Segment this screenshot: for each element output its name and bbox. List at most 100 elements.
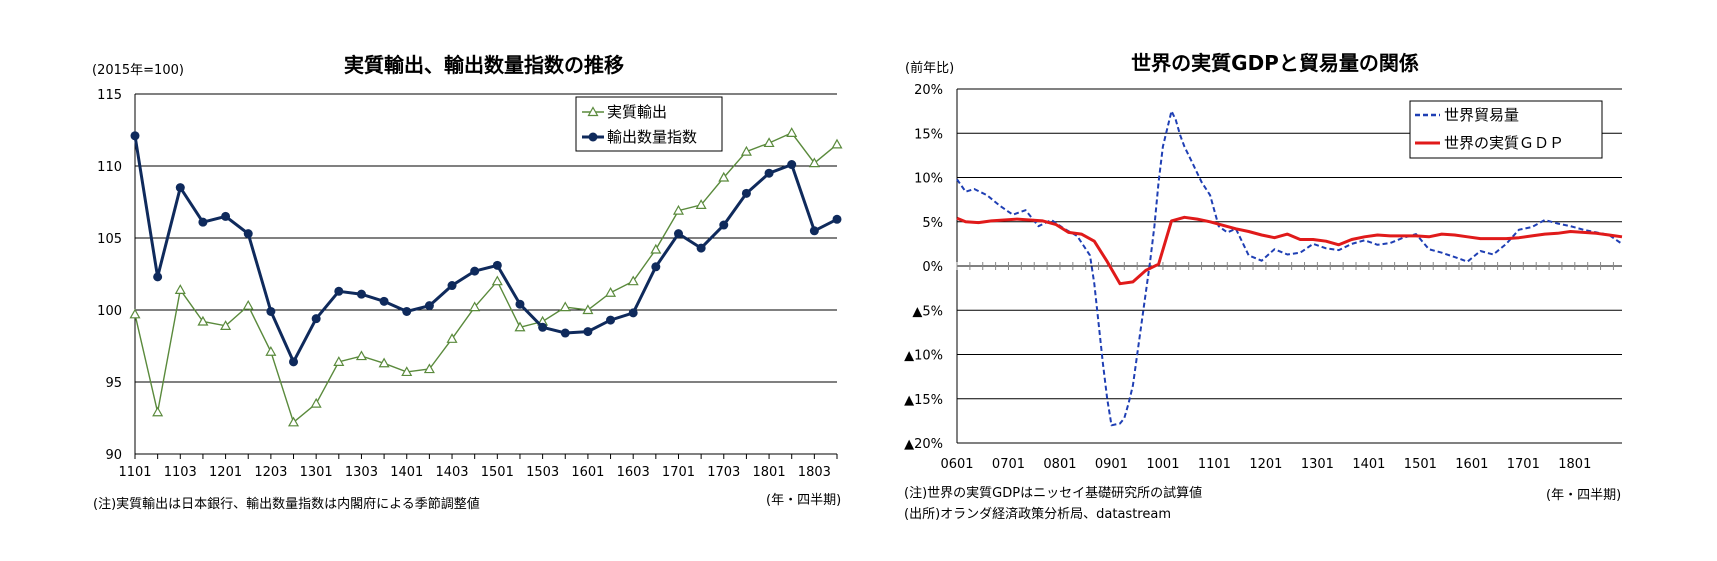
left-point-1 bbox=[423, 363, 435, 374]
left-point-1 bbox=[129, 308, 141, 319]
right-chart-note-2: (出所)オランダ経済政策分析局、datastream bbox=[904, 506, 1171, 522]
right-x-tick-label: 1501 bbox=[1404, 457, 1437, 472]
left-point-1 bbox=[310, 397, 322, 408]
left-point-1 bbox=[220, 320, 232, 330]
right-y-tick-label: 15% bbox=[914, 127, 943, 142]
left-chart-unit-label: (2015年=100) bbox=[92, 63, 184, 78]
right-x-tick-label: 0801 bbox=[1043, 457, 1076, 472]
right-series-line-2 bbox=[956, 215, 1623, 286]
left-point-2 bbox=[696, 243, 706, 253]
left-point-2 bbox=[515, 299, 525, 309]
left-point-2 bbox=[311, 314, 321, 324]
left-y-tick-labels: 90 95 100 105 110 115 bbox=[97, 88, 122, 463]
right-legend-label-1: 世界貿易量 bbox=[1444, 106, 1519, 124]
left-x-tick-label: 1703 bbox=[707, 465, 740, 480]
left-point-1 bbox=[605, 286, 617, 297]
left-point-1 bbox=[197, 315, 209, 326]
left-x-tick-label: 1201 bbox=[209, 465, 242, 480]
left-point-1 bbox=[672, 204, 685, 215]
right-series-line-1 bbox=[956, 110, 1623, 427]
left-point-2 bbox=[221, 211, 231, 221]
left-point-2 bbox=[379, 296, 389, 306]
left-point-1 bbox=[559, 301, 571, 312]
right-x-tick-label: 0701 bbox=[992, 457, 1025, 472]
left-chart-note: (注)実質輸出は日本銀行、輸出数量指数は内閣府による季節調整値 bbox=[93, 496, 480, 512]
left-point-2 bbox=[356, 289, 366, 299]
left-point-2 bbox=[470, 266, 480, 276]
left-point-2 bbox=[606, 315, 616, 325]
left-x-tick-label: 1603 bbox=[617, 465, 650, 480]
right-chart-x-unit: (年・四半期) bbox=[1546, 488, 1621, 503]
left-y-tick-label: 110 bbox=[97, 160, 122, 175]
right-x-tick-label: 1301 bbox=[1301, 457, 1334, 472]
left-series-line-1 bbox=[134, 132, 838, 424]
left-point-2 bbox=[628, 308, 638, 318]
left-x-tick-label: 1103 bbox=[164, 465, 197, 480]
left-point-1 bbox=[469, 301, 481, 312]
left-point-2 bbox=[175, 183, 185, 193]
right-chart-title: 世界の実質GDPと貿易量の関係 bbox=[1131, 51, 1419, 75]
left-legend-marker-2 bbox=[588, 132, 598, 142]
left-point-1 bbox=[627, 275, 639, 286]
left-y-tick-label: 115 bbox=[97, 88, 122, 103]
left-legend-label-1: 実質輸出 bbox=[607, 103, 667, 121]
left-point-1 bbox=[582, 304, 594, 315]
left-point-2 bbox=[266, 306, 276, 316]
left-y-tick-label: 100 bbox=[97, 304, 122, 319]
right-x-tick-label: 1101 bbox=[1198, 457, 1231, 472]
left-point-1 bbox=[514, 321, 526, 332]
left-point-1 bbox=[242, 299, 254, 310]
left-chart-title: 実質輸出、輸出数量指数の推移 bbox=[344, 53, 624, 77]
left-x-tick-label: 1601 bbox=[571, 465, 604, 480]
left-point-1 bbox=[718, 171, 730, 182]
left-chart: 実質輸出、輸出数量指数の推移 (2015年=100) 90 95 100 105 110… bbox=[92, 53, 843, 512]
left-x-tick-label: 1803 bbox=[798, 465, 831, 480]
left-point-1 bbox=[808, 157, 820, 168]
left-x-tick-label: 1301 bbox=[300, 465, 333, 480]
left-point-2 bbox=[787, 160, 797, 170]
right-x-tick-label: 1001 bbox=[1146, 457, 1179, 472]
left-point-1 bbox=[491, 275, 503, 286]
left-point-2 bbox=[832, 214, 842, 224]
right-x-tick-label: 0901 bbox=[1095, 457, 1128, 472]
left-y-tick-label: 95 bbox=[105, 376, 122, 391]
right-x-tick-label: 1801 bbox=[1558, 457, 1591, 472]
left-point-1 bbox=[650, 243, 662, 254]
right-y-tick-label: ▲5% bbox=[912, 304, 943, 319]
left-point-2 bbox=[673, 229, 683, 239]
right-chart-unit-label: (前年比) bbox=[905, 60, 954, 76]
left-legend: 実質輸出 輸出数量指数 bbox=[575, 96, 723, 152]
left-point-1 bbox=[695, 199, 707, 209]
left-point-1 bbox=[446, 333, 458, 343]
left-x-tick-label: 1101 bbox=[118, 465, 151, 480]
left-series-line-2 bbox=[133, 135, 838, 366]
left-point-2 bbox=[719, 220, 729, 230]
left-point-2 bbox=[538, 322, 548, 332]
left-point-2 bbox=[334, 286, 344, 296]
left-x-tick-labels: 1101 1103 1201 1203 1301 1303 1401 1403 1501 1503… bbox=[118, 465, 830, 480]
left-x-tick-label: 1503 bbox=[526, 465, 559, 480]
left-x-tick-label: 1203 bbox=[254, 465, 287, 480]
left-series bbox=[129, 127, 843, 427]
right-chart: 世界の実質GDPと貿易量の関係 (前年比) 20% 15% 10% 5% 0% ▲5% ▲1… bbox=[904, 51, 1623, 522]
right-legend-label-2: 世界の実質ＧＤＰ bbox=[1444, 134, 1564, 152]
right-y-tick-label: ▲15% bbox=[904, 393, 943, 408]
left-y-tick-label: 90 bbox=[105, 448, 122, 463]
left-point-2 bbox=[809, 226, 819, 236]
left-legend-box bbox=[575, 96, 723, 152]
left-point-2 bbox=[492, 260, 502, 270]
left-point-2 bbox=[764, 168, 774, 178]
right-series bbox=[956, 110, 1623, 427]
right-y-tick-label: ▲20% bbox=[904, 437, 943, 452]
left-point-1 bbox=[333, 356, 345, 366]
left-grid bbox=[134, 93, 838, 459]
right-y-tick-label: 20% bbox=[914, 83, 943, 98]
right-x-tick-labels: 0601 0701 0801 0901 1001 1101 1201 1301 1401 1501… bbox=[940, 457, 1591, 472]
right-x-tick-label: 1701 bbox=[1507, 457, 1540, 472]
left-point-2 bbox=[402, 306, 412, 316]
left-x-tick-label: 1801 bbox=[753, 465, 786, 480]
right-y-tick-label: ▲10% bbox=[904, 349, 943, 364]
left-legend-label-2: 輸出数量指数 bbox=[607, 128, 697, 146]
right-legend: 世界貿易量 世界の実質ＧＤＰ bbox=[1409, 100, 1603, 159]
